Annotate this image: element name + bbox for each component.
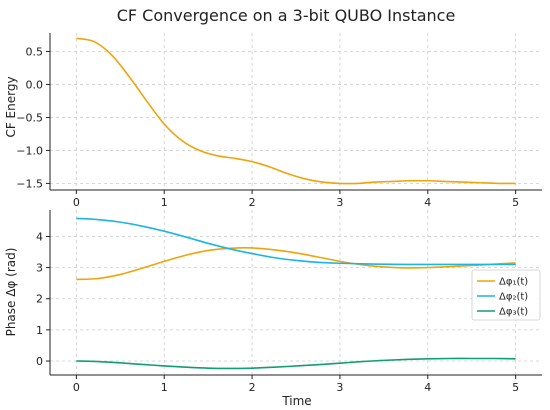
energy-x-tick-label: 1	[161, 196, 168, 209]
energy-x-tick-label: 3	[336, 196, 343, 209]
energy-x-tick-label: 4	[424, 196, 431, 209]
phase-series-line-3	[76, 357, 516, 370]
energy-y-tick-label: 0.0	[26, 78, 44, 91]
energy-y-tick-label: −1.5	[16, 177, 43, 190]
energy-panel: 0 1 2 3 4 5 0.5 0.0 −0.5 −1.0 −1.5	[16, 33, 542, 209]
phase-y-axis-label: Phase Δφ (rad)	[4, 248, 18, 337]
phase-x-tick-label: 3	[336, 381, 343, 394]
legend-box	[471, 269, 541, 321]
energy-series-line-1	[76, 37, 516, 185]
phase-y-tick-label: 0	[36, 355, 43, 368]
energy-y-tick-label: −1.0	[16, 144, 43, 157]
phase-y-tick-label: 1	[36, 324, 43, 337]
energy-y-axis-label: CF Energy	[4, 76, 18, 137]
phase-panel: 0 1 2 3 4 5 0 1 2 3 4 Δφ₁(t) Δφ₂(t) Δφ₃(t)	[36, 210, 542, 394]
legend-label-2: Δφ₂(t)	[499, 292, 528, 303]
time-x-axis-label: Time	[281, 394, 311, 408]
phase-y-tick-label: 2	[36, 293, 43, 306]
energy-x-tick-label: 5	[512, 196, 519, 209]
phase-x-tick-label: 4	[424, 381, 431, 394]
phase-series-line-1	[76, 247, 516, 281]
chart-title: CF Convergence on a 3-bit QUBO Instance	[117, 6, 456, 25]
energy-x-tick-label: 2	[249, 196, 256, 209]
energy-y-tick-label: 0.5	[26, 45, 44, 58]
legend: Δφ₁(t) Δφ₂(t) Δφ₃(t)	[471, 269, 541, 321]
phase-y-tick-label: 4	[36, 230, 43, 243]
energy-x-tick-label: 0	[73, 196, 80, 209]
phase-series-line-2	[76, 217, 516, 266]
legend-label-3: Δφ₃(t)	[499, 307, 528, 318]
phase-x-tick-label: 5	[512, 381, 519, 394]
phase-x-tick-label: 2	[249, 381, 256, 394]
legend-label-1: Δφ₁(t)	[499, 277, 528, 288]
phase-x-tick-label: 1	[161, 381, 168, 394]
energy-y-tick-label: −0.5	[16, 111, 43, 124]
phase-x-tick-label: 0	[73, 381, 80, 394]
phase-y-tick-label: 3	[36, 262, 43, 275]
